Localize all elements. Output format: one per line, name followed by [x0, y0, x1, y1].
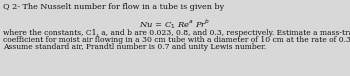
- Text: where the constants, C1, a, and b are 0.023, 0.8, and 0.3, respectively. Estimat: where the constants, C1, a, and b are 0.…: [3, 29, 350, 37]
- Text: Assume standard air, Prandtl number is 0.7 and unity Lewis number.: Assume standard air, Prandtl number is 0…: [3, 43, 266, 51]
- Text: Nu = C$_1$ Re$^a$ Pr$^b$: Nu = C$_1$ Re$^a$ Pr$^b$: [139, 17, 211, 31]
- Text: coefficient for moist air flowing in a 30 cm tube with a diameter of 10 cm at th: coefficient for moist air flowing in a 3…: [3, 36, 350, 44]
- Text: Q 2- The Nusselt number for flow in a tube is given by: Q 2- The Nusselt number for flow in a tu…: [3, 3, 224, 11]
